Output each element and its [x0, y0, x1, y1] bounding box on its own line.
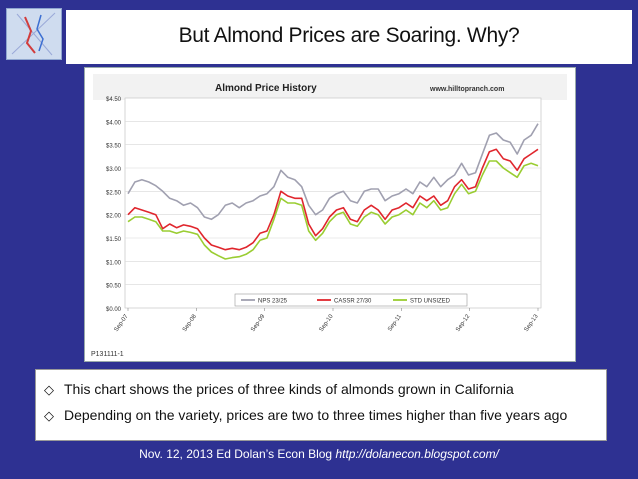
series-line-std [127, 160, 539, 260]
bullet-item-2: ◇ Depending on the variety, prices are tw… [44, 407, 567, 424]
y-tick-label: $2.50 [106, 190, 122, 196]
plot-area [124, 97, 542, 309]
corner-logo-image [6, 8, 62, 60]
bullet-box: ◇ This chart shows the prices of three ki… [35, 369, 607, 441]
footer: Nov. 12, 2013 Ed Dolan’s Econ Blog http:… [0, 447, 638, 461]
chart-frame: Almond Price History www.hilltopranch.com… [84, 67, 576, 362]
x-tick-label: Sep-10 [319, 313, 335, 333]
y-tick-label: $2.00 [106, 214, 122, 220]
y-tick-label: $0.50 [106, 284, 122, 290]
legend-label-nps: NPS 23/25 [258, 299, 288, 305]
x-tick-label: Sep-08 [182, 313, 198, 333]
y-tick-label: $0.00 [106, 307, 122, 313]
chart-source-label: www.hilltopranch.com [429, 86, 504, 93]
y-tick-label: $1.00 [106, 260, 122, 266]
chart-header-band [93, 74, 567, 100]
x-tick-label: Sep-12 [455, 313, 471, 333]
y-tick-label: $3.50 [106, 144, 122, 150]
legend-label-std: STD UNSIZED [410, 299, 451, 305]
slide-title: But Almond Prices are Soaring. Why? [178, 24, 520, 47]
series-line-cassr [127, 148, 539, 251]
chart-legend [234, 293, 468, 307]
x-tick-label: Sep-11 [387, 313, 403, 332]
logo-graphic [7, 9, 61, 59]
chart-footnote: P131111-1 [91, 351, 124, 358]
diamond-bullet-icon: ◇ [44, 382, 54, 397]
footer-text: Nov. 12, 2013 Ed Dolan’s Econ Blog [139, 447, 336, 461]
diamond-bullet-icon: ◇ [44, 408, 54, 423]
y-tick-label: $3.00 [106, 167, 122, 173]
footer-url: http://dolanecon.blogspot.com/ [335, 447, 499, 461]
legend-label-cassr: CASSR 27/30 [334, 299, 372, 305]
chart-title: Almond Price History [215, 83, 317, 94]
x-tick-label: Sep-07 [114, 313, 130, 333]
x-tick-label: Sep-09 [250, 313, 266, 333]
x-tick-label: Sep-13 [524, 313, 540, 333]
series-line-nps [127, 123, 539, 221]
y-tick-label: $4.50 [106, 97, 122, 103]
bullet-text-1: This chart shows the prices of three kin… [64, 381, 514, 397]
bullet-item-1: ◇ This chart shows the prices of three ki… [44, 381, 514, 398]
bullet-text-2: Depending on the variety, prices are two… [64, 407, 568, 423]
title-bar: But Almond Prices are Soaring. Why? [66, 10, 632, 64]
y-tick-label: $4.00 [106, 120, 122, 126]
y-tick-label: $1.50 [106, 237, 122, 243]
almond-price-chart: Almond Price History www.hilltopranch.com… [91, 74, 567, 358]
